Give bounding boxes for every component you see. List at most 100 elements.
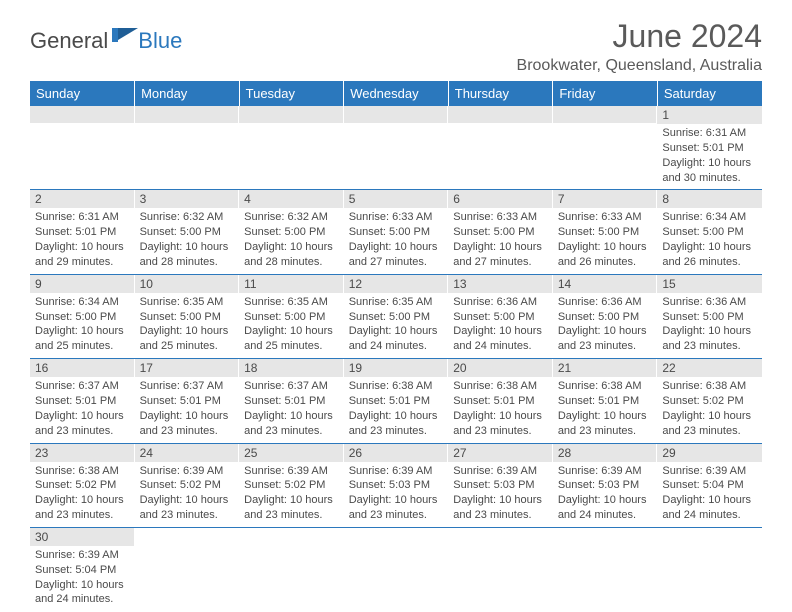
- weekday-header-row: Sunday Monday Tuesday Wednesday Thursday…: [30, 81, 762, 106]
- sunrise-line: Sunrise: 6:33 AM: [558, 210, 653, 225]
- daylight-line-1: Daylight: 10 hours: [35, 240, 130, 255]
- day-number: 4: [239, 190, 344, 208]
- day-number: 27: [448, 444, 553, 462]
- day-details: Sunrise: 6:36 AMSunset: 5:00 PMDaylight:…: [657, 293, 762, 358]
- weekday-header: Tuesday: [239, 81, 344, 106]
- month-title: June 2024: [517, 18, 762, 55]
- sunrise-line: Sunrise: 6:36 AM: [662, 295, 757, 310]
- sunset-line: Sunset: 5:00 PM: [558, 310, 653, 325]
- daylight-line-2: and 23 minutes.: [453, 508, 548, 523]
- sunset-line: Sunset: 5:01 PM: [140, 394, 235, 409]
- daylight-line-2: and 23 minutes.: [349, 424, 444, 439]
- week-row: 30Sunrise: 6:39 AMSunset: 5:04 PMDayligh…: [30, 527, 762, 611]
- weekday-header: Sunday: [30, 81, 135, 106]
- week-row: 1Sunrise: 6:31 AMSunset: 5:01 PMDaylight…: [30, 106, 762, 190]
- daylight-line-1: Daylight: 10 hours: [453, 240, 548, 255]
- sunrise-line: Sunrise: 6:34 AM: [35, 295, 130, 310]
- daylight-line-2: and 26 minutes.: [558, 255, 653, 270]
- daylight-line-1: Daylight: 10 hours: [349, 324, 444, 339]
- daylight-line-1: Daylight: 10 hours: [35, 493, 130, 508]
- day-cell: 11Sunrise: 6:35 AMSunset: 5:00 PMDayligh…: [239, 274, 344, 358]
- day-number: 19: [344, 359, 449, 377]
- day-cell: 5Sunrise: 6:33 AMSunset: 5:00 PMDaylight…: [344, 190, 449, 274]
- day-number: 11: [239, 275, 344, 293]
- day-number: 25: [239, 444, 344, 462]
- day-cell: 9Sunrise: 6:34 AMSunset: 5:00 PMDaylight…: [30, 274, 135, 358]
- day-number: 15: [657, 275, 762, 293]
- daylight-line-1: Daylight: 10 hours: [35, 409, 130, 424]
- daylight-line-1: Daylight: 10 hours: [453, 409, 548, 424]
- daylight-line-1: Daylight: 10 hours: [558, 493, 653, 508]
- sunrise-line: Sunrise: 6:33 AM: [453, 210, 548, 225]
- sunrise-line: Sunrise: 6:38 AM: [35, 464, 130, 479]
- day-cell: 10Sunrise: 6:35 AMSunset: 5:00 PMDayligh…: [135, 274, 240, 358]
- title-block: June 2024 Brookwater, Queensland, Austra…: [517, 18, 762, 75]
- day-details: Sunrise: 6:39 AMSunset: 5:02 PMDaylight:…: [135, 462, 240, 527]
- sunset-line: Sunset: 5:01 PM: [349, 394, 444, 409]
- sunset-line: Sunset: 5:00 PM: [349, 310, 444, 325]
- brand-flag-icon: [112, 26, 138, 49]
- daylight-line-1: Daylight: 10 hours: [244, 493, 339, 508]
- day-cell: 1Sunrise: 6:31 AMSunset: 5:01 PMDaylight…: [657, 106, 762, 190]
- sunset-line: Sunset: 5:02 PM: [140, 478, 235, 493]
- daylight-line-2: and 23 minutes.: [558, 339, 653, 354]
- day-details: Sunrise: 6:35 AMSunset: 5:00 PMDaylight:…: [239, 293, 344, 358]
- day-details: Sunrise: 6:39 AMSunset: 5:03 PMDaylight:…: [344, 462, 449, 527]
- daylight-line-1: Daylight: 10 hours: [244, 409, 339, 424]
- sunrise-line: Sunrise: 6:37 AM: [244, 379, 339, 394]
- day-details: Sunrise: 6:37 AMSunset: 5:01 PMDaylight:…: [30, 377, 135, 442]
- sunset-line: Sunset: 5:00 PM: [349, 225, 444, 240]
- day-cell: [448, 106, 553, 190]
- day-number: 14: [553, 275, 658, 293]
- day-details: Sunrise: 6:33 AMSunset: 5:00 PMDaylight:…: [553, 208, 658, 273]
- day-cell: 19Sunrise: 6:38 AMSunset: 5:01 PMDayligh…: [344, 359, 449, 443]
- calendar-table: Sunday Monday Tuesday Wednesday Thursday…: [30, 81, 762, 611]
- day-details: Sunrise: 6:38 AMSunset: 5:01 PMDaylight:…: [553, 377, 658, 442]
- sunset-line: Sunset: 5:03 PM: [558, 478, 653, 493]
- daylight-line-1: Daylight: 10 hours: [140, 324, 235, 339]
- sunrise-line: Sunrise: 6:32 AM: [244, 210, 339, 225]
- daylight-line-1: Daylight: 10 hours: [453, 493, 548, 508]
- day-details: Sunrise: 6:39 AMSunset: 5:02 PMDaylight:…: [239, 462, 344, 527]
- daylight-line-1: Daylight: 10 hours: [662, 240, 757, 255]
- daylight-line-1: Daylight: 10 hours: [35, 578, 130, 593]
- sunset-line: Sunset: 5:00 PM: [140, 310, 235, 325]
- day-cell: 25Sunrise: 6:39 AMSunset: 5:02 PMDayligh…: [239, 443, 344, 527]
- daylight-line-2: and 23 minutes.: [35, 424, 130, 439]
- daylight-line-1: Daylight: 10 hours: [140, 409, 235, 424]
- sunset-line: Sunset: 5:00 PM: [662, 310, 757, 325]
- day-cell: [448, 527, 553, 611]
- day-number: 1: [657, 106, 762, 124]
- sunset-line: Sunset: 5:01 PM: [35, 394, 130, 409]
- daylight-line-1: Daylight: 10 hours: [244, 240, 339, 255]
- day-cell: 7Sunrise: 6:33 AMSunset: 5:00 PMDaylight…: [553, 190, 658, 274]
- daylight-line-1: Daylight: 10 hours: [349, 240, 444, 255]
- weekday-header: Saturday: [657, 81, 762, 106]
- day-cell: [344, 527, 449, 611]
- day-cell: [239, 106, 344, 190]
- sunset-line: Sunset: 5:02 PM: [35, 478, 130, 493]
- daylight-line-2: and 23 minutes.: [558, 424, 653, 439]
- day-details: Sunrise: 6:32 AMSunset: 5:00 PMDaylight:…: [135, 208, 240, 273]
- daylight-line-2: and 27 minutes.: [453, 255, 548, 270]
- daylight-line-2: and 29 minutes.: [35, 255, 130, 270]
- week-row: 2Sunrise: 6:31 AMSunset: 5:01 PMDaylight…: [30, 190, 762, 274]
- daylight-line-2: and 23 minutes.: [140, 508, 235, 523]
- day-number: 20: [448, 359, 553, 377]
- day-cell: 13Sunrise: 6:36 AMSunset: 5:00 PMDayligh…: [448, 274, 553, 358]
- day-details: Sunrise: 6:33 AMSunset: 5:00 PMDaylight:…: [448, 208, 553, 273]
- sunset-line: Sunset: 5:01 PM: [244, 394, 339, 409]
- day-cell: [344, 106, 449, 190]
- daylight-line-1: Daylight: 10 hours: [558, 324, 653, 339]
- daylight-line-2: and 24 minutes.: [349, 339, 444, 354]
- daylight-line-1: Daylight: 10 hours: [453, 324, 548, 339]
- day-details: Sunrise: 6:37 AMSunset: 5:01 PMDaylight:…: [239, 377, 344, 442]
- sunrise-line: Sunrise: 6:39 AM: [349, 464, 444, 479]
- daylight-line-1: Daylight: 10 hours: [349, 409, 444, 424]
- day-details: Sunrise: 6:38 AMSunset: 5:01 PMDaylight:…: [448, 377, 553, 442]
- day-number: 9: [30, 275, 135, 293]
- day-details: Sunrise: 6:33 AMSunset: 5:00 PMDaylight:…: [344, 208, 449, 273]
- sunrise-line: Sunrise: 6:31 AM: [35, 210, 130, 225]
- daylight-line-2: and 23 minutes.: [453, 424, 548, 439]
- day-cell: [553, 527, 658, 611]
